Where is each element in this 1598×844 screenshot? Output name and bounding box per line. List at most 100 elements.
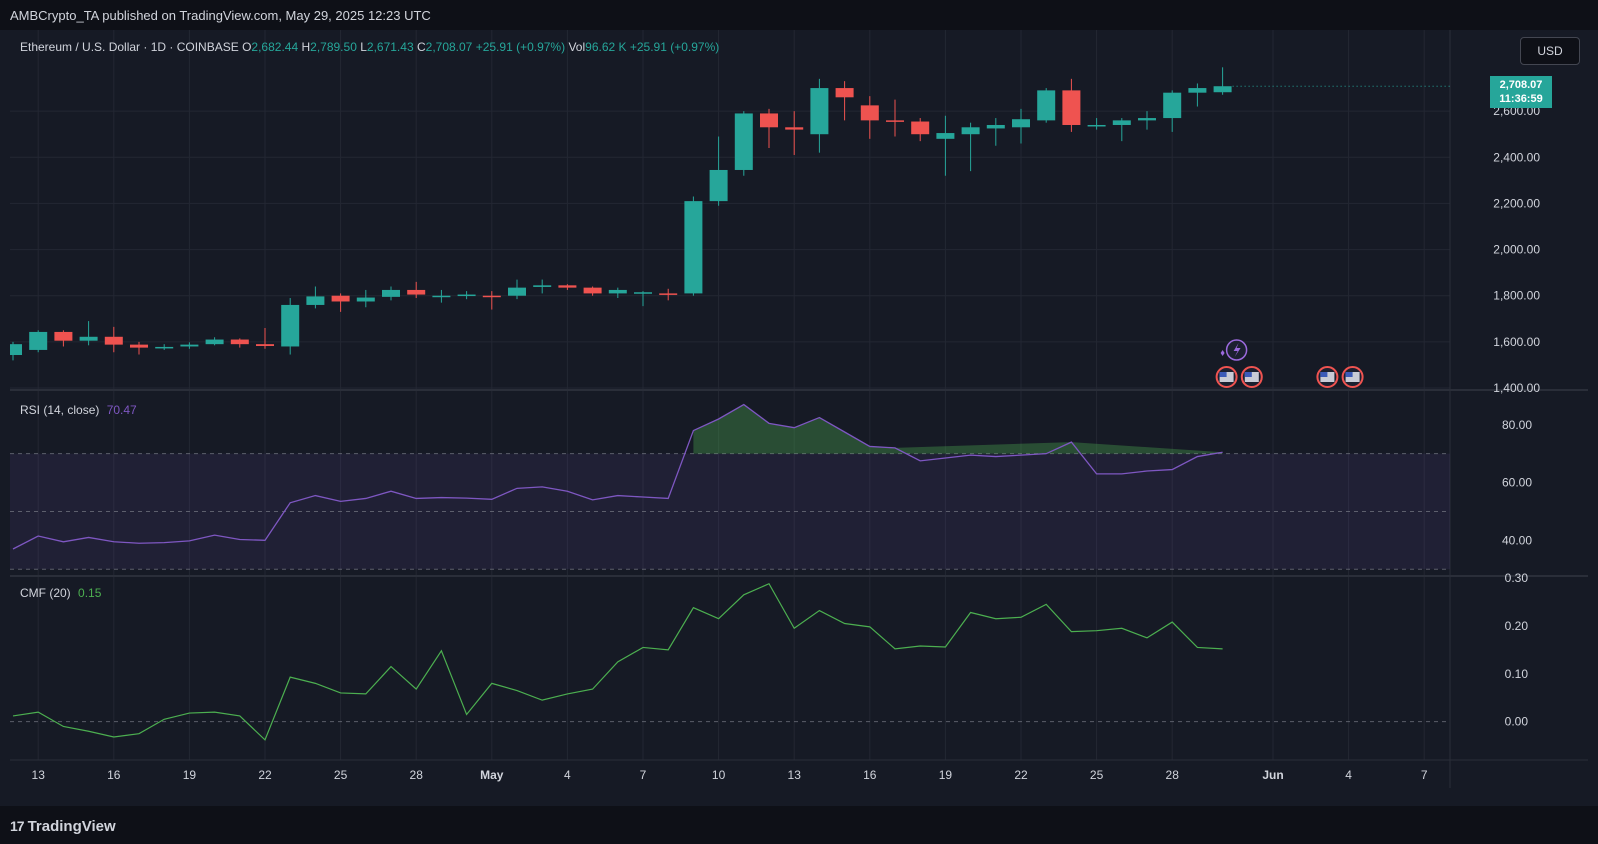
candle-body-33	[835, 88, 854, 98]
time-tick-8: 7	[640, 768, 647, 782]
tradingview-logo[interactable]: 17 TradingView	[10, 818, 116, 835]
open-value: 2,682.44	[251, 40, 299, 54]
candle-body-18	[457, 294, 476, 297]
sparkle-icon	[1220, 350, 1225, 356]
time-tick-0: 13	[32, 768, 46, 782]
low-value: 2,671.43	[366, 40, 414, 54]
time-tick-16: Jun	[1262, 768, 1283, 782]
high-label: H	[301, 40, 311, 54]
candle-body-24	[608, 289, 627, 294]
candle-body-40	[1012, 119, 1030, 128]
candle-body-39	[986, 124, 1005, 129]
rsi-tick-1: 60.00	[1502, 476, 1532, 490]
open-label: O	[242, 40, 252, 54]
candle-body-45	[1138, 118, 1156, 121]
price-tick-2: 1,800.00	[1493, 289, 1540, 303]
time-tick-15: 28	[1166, 768, 1180, 782]
tradingview-brand: TradingView	[27, 818, 116, 835]
rsi-overbought-fill	[693, 404, 1223, 454]
cmf-name: CMF (20)	[20, 586, 71, 600]
us-flag-event-icon-canton-2	[1320, 372, 1328, 377]
candle-body-28	[709, 169, 728, 202]
candle-body-23	[583, 287, 602, 294]
chart-area[interactable]: 1,400.00 1,600.00 1,800.00 2,000.00 2,200.00…	[4, 30, 1588, 806]
rsi-legend: RSI (14, close) 70.47	[20, 403, 137, 417]
time-tick-5: 28	[410, 768, 424, 782]
candle-body-34	[860, 105, 879, 121]
rsi-tick-2: 80.00	[1502, 418, 1532, 432]
candle-body-4	[104, 336, 123, 345]
cmf-tick-0: 0.00	[1505, 715, 1529, 729]
candle-body-36	[911, 121, 930, 135]
candle-body-26	[659, 293, 678, 295]
candle-body-5	[130, 344, 148, 348]
candle-body-11	[281, 304, 300, 347]
time-tick-12: 19	[939, 768, 953, 782]
time-tick-10: 13	[788, 768, 802, 782]
cmf-line	[12, 582, 1223, 741]
us-flag-event-icon-canton-3	[1345, 372, 1353, 377]
candle-body-15	[382, 289, 400, 297]
candle-body-8	[205, 339, 224, 345]
candle-body-29	[734, 113, 753, 170]
price-tick-0: 1,400.00	[1493, 381, 1540, 395]
candle-body-22	[558, 285, 577, 288]
time-tick-17: 4	[1345, 768, 1352, 782]
candle-body-41	[1037, 90, 1056, 121]
price-tick-3: 2,000.00	[1493, 243, 1540, 257]
cmf-tick-2: 0.20	[1505, 619, 1529, 633]
candle-body-48	[1213, 86, 1232, 93]
price-tick-4: 2,200.00	[1493, 196, 1540, 210]
candle-body-14	[356, 297, 375, 302]
last-price-value: 2,708.07	[1499, 79, 1543, 91]
candle-body-0	[4, 344, 22, 356]
last-price-tag: 2,708.07 11:36:59	[1490, 76, 1552, 108]
cmf-legend: CMF (20) 0.15	[20, 586, 101, 600]
volume-label: Vol	[568, 40, 586, 54]
time-tick-7: 4	[564, 768, 571, 782]
candle-body-27	[684, 201, 703, 294]
time-tick-13: 22	[1014, 768, 1028, 782]
tradingview-logo-icon: 17	[10, 818, 25, 834]
high-value: 2,789.50	[310, 40, 357, 54]
candle-body-47	[1188, 88, 1207, 93]
candle-body-30	[760, 113, 778, 128]
time-tick-6: May	[480, 768, 504, 782]
candle-body-13	[331, 295, 350, 302]
time-tick-2: 19	[183, 768, 197, 782]
candle-body-19	[482, 295, 501, 298]
candle-body-16	[407, 289, 426, 295]
time-tick-14: 25	[1090, 768, 1104, 782]
candle-body-1	[29, 331, 48, 350]
change-value: +25.91 (+0.97%)	[475, 40, 566, 54]
price-tick-1: 1,600.00	[1493, 335, 1540, 349]
volume-change: +25.91 (+0.97%)	[629, 40, 720, 54]
candle-body-6	[155, 346, 174, 349]
us-flag-event-icon-canton-0	[1219, 372, 1227, 377]
time-tick-18: 7	[1421, 768, 1428, 782]
candle-body-43	[1087, 124, 1106, 127]
volume-value: 96.62 K	[585, 40, 627, 54]
cmf-tick-3: 0.30	[1505, 571, 1529, 585]
candle-body-46	[1163, 92, 1182, 119]
candle-body-44	[1112, 120, 1131, 125]
candle-body-10	[256, 344, 274, 347]
time-tick-4: 25	[334, 768, 348, 782]
candle-body-12	[306, 296, 325, 305]
close-label: C	[416, 40, 426, 54]
symbol-legend: Ethereum / U.S. Dollar · 1D · COINBASE O…	[20, 40, 719, 54]
candle-body-17	[432, 295, 451, 298]
candle-body-25	[634, 292, 652, 294]
time-tick-3: 22	[258, 768, 272, 782]
currency-button[interactable]: USD	[1520, 37, 1580, 65]
cmf-current: 0.15	[78, 586, 102, 600]
chart-svg[interactable]: 1,400.00 1,600.00 1,800.00 2,000.00 2,200.00…	[4, 30, 1588, 806]
low-label: L	[360, 40, 367, 54]
cmf-tick-1: 0.10	[1505, 667, 1529, 681]
rsi-name: RSI (14, close)	[20, 403, 100, 417]
candle-body-3	[79, 336, 98, 341]
publisher-bar: AMBCrypto_TA published on TradingView.co…	[0, 0, 1598, 30]
close-value: 2,708.07	[425, 40, 473, 54]
candle-body-31	[785, 127, 804, 130]
candle-body-42	[1062, 90, 1081, 125]
